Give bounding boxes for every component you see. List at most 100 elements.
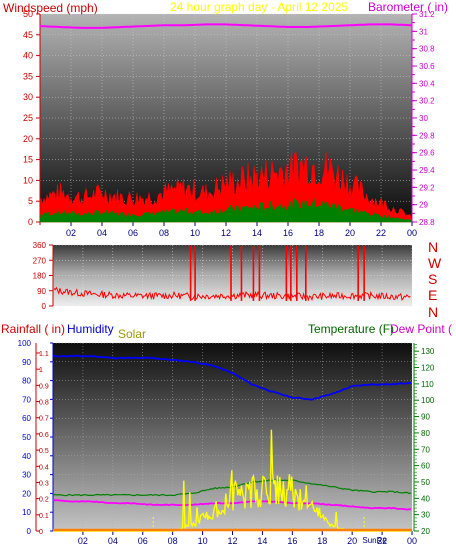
humidity-tick-label: 30 — [22, 471, 31, 480]
rain-tick-label: 0.9 — [39, 383, 49, 390]
humidity-tick-label: 100 — [18, 339, 32, 348]
graph-date-title: 24 hour graph day - April 12 2025 — [170, 0, 348, 14]
dir-label-n-top: N — [428, 239, 438, 255]
temperature-tick-label: 100 — [421, 396, 435, 405]
climate-x-tick-label: 00 — [407, 536, 417, 546]
baro-tick-label: 31.2 — [419, 10, 435, 19]
temperature-title: Temperature (F) — [308, 322, 394, 336]
dir-tick-label: 180 — [33, 272, 47, 281]
wind-x-tick-label: 20 — [345, 228, 355, 238]
rain-tick-label: 0.6 — [39, 432, 49, 439]
dir-label-w: W — [428, 255, 442, 271]
humidity-tick-label: 0 — [27, 527, 32, 536]
dir-label-n-bottom: N — [428, 304, 438, 320]
rain-tick-label: 0.1 — [39, 513, 49, 520]
sunrise-label: SunRe — [362, 536, 387, 545]
wind-x-tick-label: 08 — [159, 228, 169, 238]
climate-x-tick-label: 06 — [138, 536, 148, 546]
rain-tick-label: 1.1 — [39, 351, 49, 358]
wind-axes: 0 5 10 15 20 25 30 35 40 45 50 28.8 29 29.2 29.4 29.6 29… — [23, 9, 435, 238]
dir-label-s: S — [428, 271, 437, 287]
baro-tick-label: 30.6 — [419, 62, 435, 71]
windspeed-gust-area — [39, 149, 413, 223]
windspeed-title: Windspeed (mph) — [3, 1, 98, 15]
climate-x-tick-label: 18 — [317, 536, 327, 546]
temperature-tick-label: 70 — [421, 445, 430, 454]
baro-tick-label: 30 — [419, 114, 428, 123]
direction-series — [53, 245, 411, 302]
climate-x-tick-label: 08 — [168, 536, 178, 546]
temperature-tick-label: 20 — [421, 527, 430, 536]
humidity-tick-label: 10 — [22, 508, 31, 517]
baro-tick-label: 29 — [419, 201, 428, 210]
solar-title: Solar — [118, 327, 146, 341]
temperature-tick-label: 120 — [421, 364, 435, 373]
dewpoint-title: Dew Point ( — [390, 322, 452, 336]
climate-x-tick-label: 12 — [227, 536, 237, 546]
wind-left-tick-label: 15 — [23, 155, 33, 165]
baro-tick-label: 29.8 — [419, 131, 435, 140]
temperature-tick-label: 30 — [421, 511, 430, 520]
temperature-tick-label: 60 — [421, 462, 430, 471]
dir-tick-label: 360 — [33, 241, 47, 250]
dir-tick-label: 0 — [42, 302, 47, 311]
climate-x-tick-label: 02 — [78, 536, 88, 546]
temperature-tick-label: 80 — [421, 429, 430, 438]
wind-x-tick-label: 04 — [97, 228, 107, 238]
wind-left-tick-label: 10 — [23, 175, 33, 185]
barometer-line — [39, 23, 413, 29]
baro-tick-label: 28.8 — [419, 218, 435, 227]
humidity-tick-label: 80 — [22, 377, 31, 386]
rain-tick-label: 0.5 — [39, 448, 49, 455]
rain-tick-label: 1 — [39, 367, 43, 374]
wind-x-tick-label: 14 — [252, 228, 262, 238]
humidity-tick-label: 50 — [22, 433, 31, 442]
wind-x-tick-label: 06 — [128, 228, 138, 238]
rainfall-title: Rainfall ( in) — [1, 322, 65, 336]
direction-axes: 0 90 180 270 360 — [33, 241, 54, 311]
wind-left-tick-label: 25 — [23, 113, 33, 123]
humidity-tick-label: 40 — [22, 452, 31, 461]
baro-tick-label: 30.2 — [419, 97, 435, 106]
dir-label-e: E — [428, 287, 437, 303]
humidity-tick-label: 20 — [22, 489, 31, 498]
wind-left-tick-label: 50 — [23, 9, 33, 19]
climate-x-tick-label: 10 — [198, 536, 208, 546]
climate-x-tick-label: 14 — [257, 536, 267, 546]
wind-x-tick-label: 02 — [66, 228, 76, 238]
wind-x-tick-label: 00 — [407, 228, 417, 238]
baro-tick-label: 29.4 — [419, 166, 435, 175]
humidity-tick-label: 70 — [22, 395, 31, 404]
wind-x-tick-label: 10 — [190, 228, 200, 238]
baro-tick-label: 30.8 — [419, 45, 435, 54]
baro-tick-label: 30.4 — [419, 79, 435, 88]
climate-x-tick-label: 20 — [347, 536, 357, 546]
rain-tick-label: 0.3 — [39, 480, 49, 487]
temperature-tick-label: 90 — [421, 413, 430, 422]
wind-x-tick-label: 12 — [221, 228, 231, 238]
wind-left-tick-label: 35 — [23, 71, 33, 81]
baro-tick-label: 29.2 — [419, 183, 435, 192]
dir-tick-label: 270 — [33, 256, 47, 265]
humidity-title: Humidity — [67, 322, 114, 336]
dir-tick-label: 90 — [37, 287, 46, 296]
wind-left-tick-label: 0 — [28, 217, 33, 227]
wind-direction-line — [53, 286, 411, 302]
wind-series — [39, 23, 413, 223]
rain-tick-label: 0.2 — [39, 497, 49, 504]
temperature-tick-label: 110 — [421, 380, 434, 389]
wind-left-tick-label: 30 — [23, 92, 33, 102]
rain-tick-label: 0.4 — [39, 464, 49, 471]
wind-left-tick-label: 40 — [23, 51, 33, 61]
windspeed-average-area — [39, 197, 413, 223]
climate-x-tick-label: 22 — [377, 536, 387, 546]
temperature-tick-label: 50 — [421, 478, 430, 487]
climate-x-tick-label: 16 — [287, 536, 297, 546]
wind-x-tick-label: 22 — [376, 228, 386, 238]
wind-left-tick-label: 5 — [28, 196, 33, 206]
rain-tick-label: 0.8 — [39, 400, 49, 407]
rain-tick-label: 0 — [39, 529, 43, 536]
baro-tick-label: 31 — [419, 27, 428, 36]
